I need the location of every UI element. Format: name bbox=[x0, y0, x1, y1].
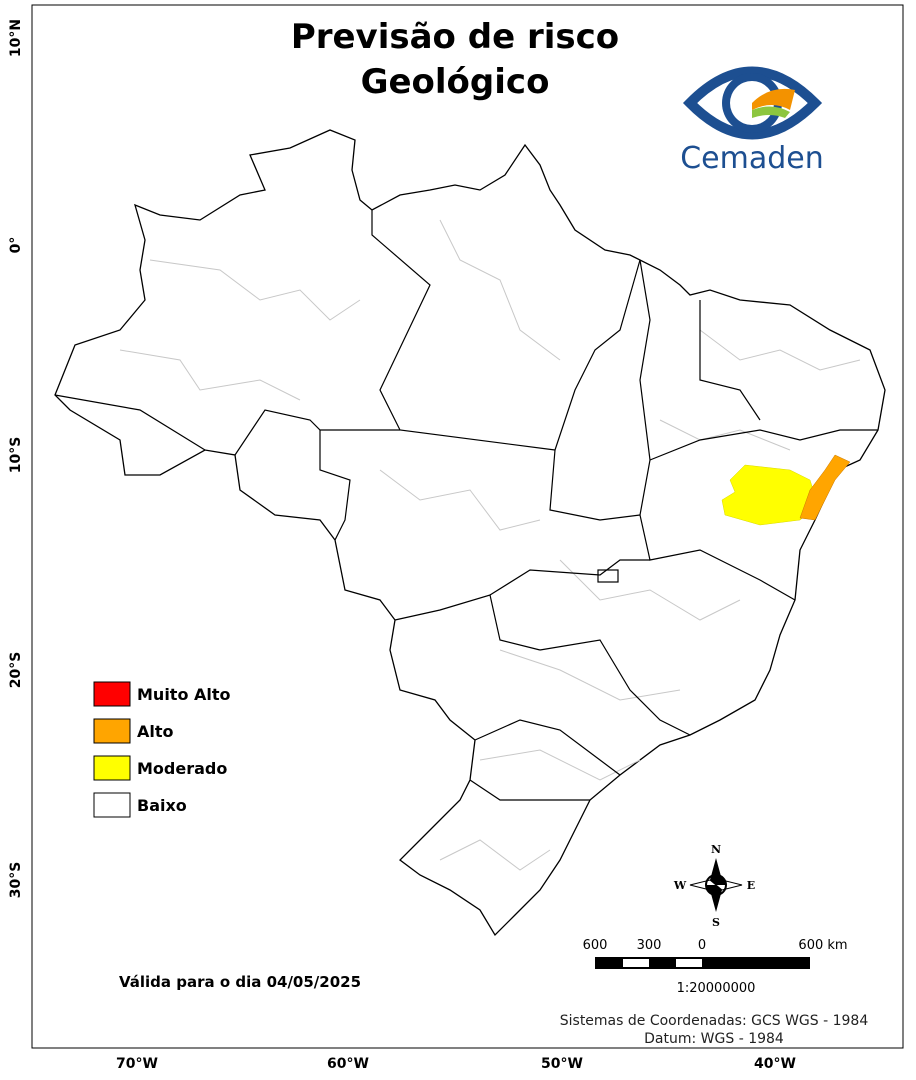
scale-ratio: 1:20000000 bbox=[677, 981, 756, 996]
compass-w: W bbox=[673, 879, 687, 892]
lat-label: 30°S bbox=[8, 862, 24, 899]
scale-label: 300 bbox=[637, 938, 662, 953]
high-risk-area bbox=[799, 454, 851, 521]
brazil-outline bbox=[54, 129, 886, 937]
scale-label: 600 km bbox=[798, 938, 847, 953]
title-line: Geológico bbox=[361, 62, 550, 102]
lat-label: 10°S bbox=[8, 437, 24, 474]
legend: Muito Alto Alto Moderado Baixo bbox=[93, 681, 231, 818]
compass-s: S bbox=[712, 916, 720, 929]
lon-label: 60°W bbox=[327, 1056, 369, 1072]
moderate-risk-area bbox=[721, 464, 819, 526]
lon-label: 70°W bbox=[116, 1056, 158, 1072]
legend-swatch bbox=[93, 755, 131, 781]
legend-swatch bbox=[93, 718, 131, 744]
footer-line: Sistemas de Coordenadas: GCS WGS - 1984 bbox=[560, 1013, 869, 1029]
compass-e: E bbox=[747, 879, 755, 892]
title-line: Previsão de risco bbox=[291, 17, 619, 57]
legend-label: Moderado bbox=[137, 759, 227, 778]
lat-label: 0° bbox=[8, 237, 24, 254]
compass-n: N bbox=[711, 843, 721, 856]
compass: N S W E bbox=[673, 843, 755, 929]
lon-label: 40°W bbox=[754, 1056, 796, 1072]
state-borders bbox=[54, 210, 878, 801]
logo-text: Cemaden bbox=[680, 141, 824, 176]
scale-bar: 600 300 0 600 km 1:20000000 bbox=[583, 938, 848, 996]
footer-line: Datum: WGS - 1984 bbox=[644, 1031, 784, 1047]
lat-labels: 10°N 0° 10°S 20°S 30°S bbox=[8, 19, 24, 898]
lon-label: 50°W bbox=[541, 1056, 583, 1072]
legend-swatch bbox=[93, 792, 131, 818]
legend-swatch bbox=[93, 681, 131, 707]
logo: Cemaden bbox=[680, 66, 824, 176]
scale-label: 600 bbox=[583, 938, 608, 953]
legend-label: Muito Alto bbox=[137, 685, 231, 704]
validity: Válida para o dia 04/05/2025 bbox=[119, 973, 361, 991]
region-lines bbox=[119, 219, 861, 871]
legend-label: Baixo bbox=[137, 796, 187, 815]
lon-labels: 70°W 60°W 50°W 40°W bbox=[116, 1056, 796, 1072]
lat-label: 20°S bbox=[8, 652, 24, 689]
legend-label: Alto bbox=[137, 722, 174, 741]
lat-label: 10°N bbox=[8, 19, 24, 57]
scale-label: 0 bbox=[698, 938, 706, 953]
